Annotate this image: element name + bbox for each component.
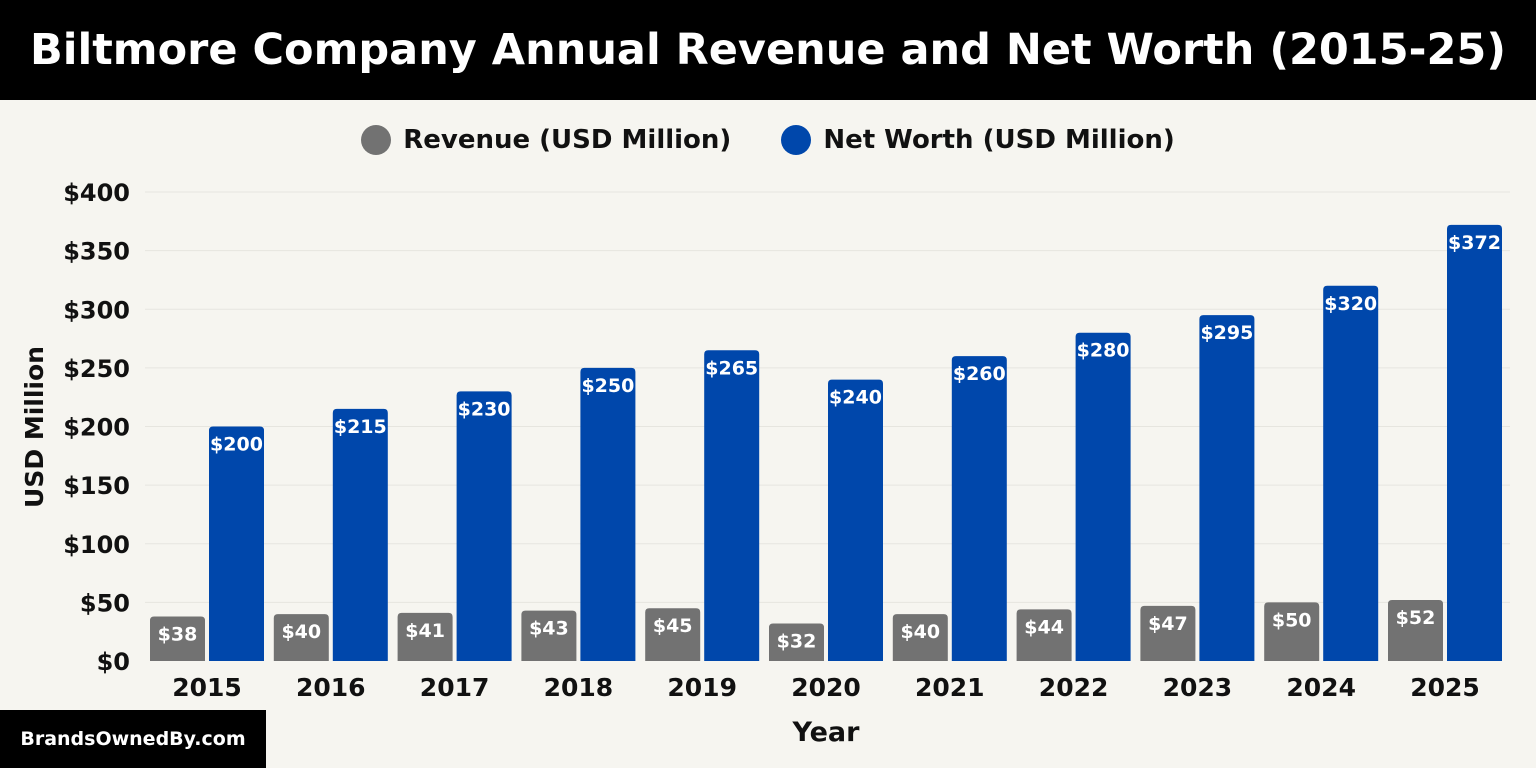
y-tick-label: $0: [97, 648, 130, 676]
net-worth-data-label: $230: [458, 398, 511, 420]
y-tick-label: $400: [63, 179, 130, 207]
revenue-bar: [645, 608, 701, 661]
x-tick-label: 2023: [1163, 673, 1233, 702]
x-tick-label: 2019: [667, 673, 737, 702]
revenue-bar: [1016, 609, 1072, 661]
net-worth-bar: [209, 426, 264, 661]
legend-label-revenue: Revenue (USD Million): [403, 125, 732, 155]
x-tick-label: 2015: [172, 673, 242, 702]
y-axis-title: USD Million: [20, 346, 49, 508]
revenue-data-label: $41: [405, 620, 445, 642]
chart-title: Biltmore Company Annual Revenue and Net …: [0, 0, 1536, 100]
net-worth-data-label: $320: [1324, 293, 1377, 315]
revenue-data-label: $44: [1024, 616, 1064, 638]
x-tick-label: 2024: [1286, 673, 1356, 702]
revenue-data-label: $38: [158, 623, 198, 645]
revenue-data-label: $45: [653, 615, 693, 637]
x-tick-label: 2022: [1039, 673, 1109, 702]
revenue-bar: [892, 614, 948, 661]
revenue-data-label: $32: [777, 630, 817, 652]
revenue-data-label: $40: [900, 621, 940, 643]
net-worth-data-label: $372: [1448, 232, 1501, 254]
net-worth-bar: [1199, 315, 1255, 661]
net-worth-data-label: $240: [829, 387, 882, 409]
x-tick-label: 2020: [791, 673, 861, 702]
x-tick-label: 2021: [915, 673, 985, 702]
net-worth-bar: [704, 350, 760, 661]
revenue-data-label: $52: [1396, 607, 1436, 629]
net-worth-data-label: $215: [334, 416, 387, 438]
y-tick-label: $350: [63, 238, 130, 266]
revenue-data-label: $40: [281, 621, 321, 643]
legend-swatch-revenue: [361, 125, 392, 155]
net-worth-bar: [332, 408, 388, 661]
revenue-data-label: $43: [529, 618, 569, 640]
revenue-data-label: $50: [1272, 609, 1312, 631]
y-tick-label: $200: [63, 414, 130, 442]
net-worth-data-label: $265: [705, 357, 758, 379]
net-worth-bar: [580, 367, 636, 661]
y-tick-label: $100: [63, 531, 130, 559]
legend-item-revenue: Revenue (USD Million): [361, 125, 731, 155]
net-worth-bar: [1323, 285, 1379, 661]
y-tick-label: $300: [63, 296, 130, 324]
x-tick-label: 2018: [544, 673, 614, 702]
net-worth-data-label: $280: [1077, 340, 1130, 362]
y-tick-label: $50: [80, 589, 130, 617]
y-tick-label: $250: [63, 355, 130, 383]
net-worth-bar: [951, 356, 1007, 661]
revenue-bar: [273, 614, 329, 661]
net-worth-data-label: $250: [581, 375, 634, 397]
legend-label-net-worth: Net Worth (USD Million): [823, 125, 1175, 155]
revenue-bar: [1388, 600, 1443, 661]
revenue-bar: [1264, 602, 1320, 661]
net-worth-bar: [828, 379, 883, 661]
net-worth-bar: [456, 391, 512, 661]
revenue-bar: [397, 612, 453, 661]
x-tick-label: 2017: [420, 673, 490, 702]
x-axis-title: Year: [792, 717, 861, 748]
legend-swatch-net-worth: [781, 125, 812, 155]
x-tick-label: 2025: [1410, 673, 1480, 702]
legend-item-net-worth: Net Worth (USD Million): [781, 125, 1175, 155]
revenue-bar: [769, 623, 824, 661]
net-worth-bar: [1447, 224, 1502, 661]
net-worth-data-label: $295: [1200, 322, 1253, 344]
y-tick-label: $150: [63, 472, 130, 500]
net-worth-data-label: $260: [953, 363, 1006, 385]
net-worth-data-label: $200: [210, 434, 263, 456]
brand-watermark: BrandsOwnedBy.com: [0, 710, 266, 768]
legend: Revenue (USD Million) Net Worth (USD Mil…: [0, 118, 1536, 162]
revenue-bar: [1140, 605, 1196, 661]
revenue-data-label: $47: [1148, 613, 1188, 635]
revenue-bar: [521, 610, 577, 661]
net-worth-bar: [1075, 332, 1131, 661]
x-tick-label: 2016: [296, 673, 366, 702]
revenue-bar: [150, 616, 205, 661]
